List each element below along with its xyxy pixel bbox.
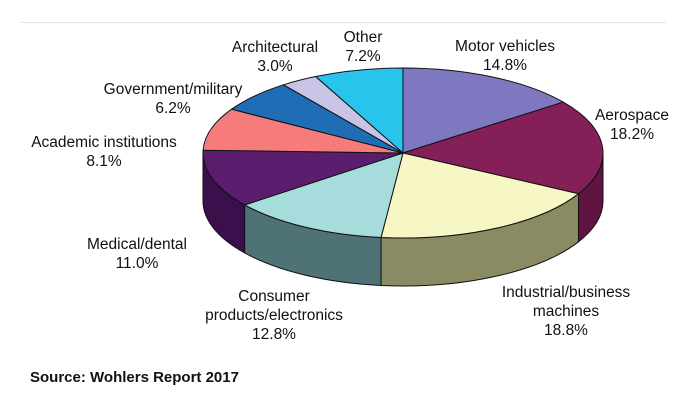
pie-slice-aerospace: [401, 101, 604, 195]
label-government-value: 6.2%: [155, 100, 191, 117]
label-motor-vehicles-name: Motor vehicles: [455, 38, 555, 55]
label-consumer: Consumer products/electronics 12.8%: [205, 287, 343, 344]
label-academic-value: 8.1%: [86, 153, 122, 170]
label-architectural-name: Architectural: [231, 39, 319, 56]
label-aerospace-value: 18.2%: [610, 126, 654, 143]
label-academic-name: Academic institutions: [31, 134, 177, 151]
pie-slice-industrial-business-machines: [380, 152, 580, 239]
label-motor-vehicles: Motor vehicles 14.8%: [455, 37, 555, 75]
label-academic: Academic institutions 8.1%: [31, 133, 177, 171]
label-industrial-value: 18.8%: [544, 322, 588, 339]
label-motor-vehicles-value: 14.8%: [483, 57, 527, 74]
label-architectural-value: 3.0%: [257, 58, 293, 75]
pie-slice-medical-dental: [202, 149, 404, 206]
label-consumer-name-2: products/electronics: [205, 307, 343, 324]
label-medical-value: 11.0%: [115, 255, 159, 272]
label-medical: Medical/dental 11.0%: [87, 235, 187, 273]
label-other: Other 7.2%: [344, 28, 383, 66]
label-government: Government/military 6.2%: [104, 80, 243, 118]
label-industrial: Industrial/business machines 18.8%: [502, 283, 630, 340]
label-other-name: Other: [343, 29, 383, 46]
pie-slice-consumer-products-electronics: [243, 152, 404, 239]
label-architectural: Architectural 3.0%: [232, 38, 318, 76]
pie-slice-motor-vehicles: [402, 67, 565, 154]
label-industrial-name: Industrial/business: [501, 284, 631, 301]
label-other-value: 7.2%: [345, 48, 381, 65]
label-aerospace-name: Aerospace: [594, 107, 670, 124]
top-divider: [20, 22, 666, 23]
label-government-name: Government/military: [103, 81, 243, 98]
label-aerospace: Aerospace 18.2%: [595, 106, 669, 144]
label-consumer-value: 12.8%: [252, 326, 296, 343]
label-consumer-name: Consumer: [238, 288, 310, 305]
source-note: Source: Wohlers Report 2017: [30, 369, 239, 386]
label-medical-name: Medical/dental: [87, 236, 187, 253]
label-industrial-name-2: machines: [532, 303, 600, 320]
pie-slice-other: [314, 67, 404, 155]
pie-slice-academic-institutions: [202, 108, 404, 154]
